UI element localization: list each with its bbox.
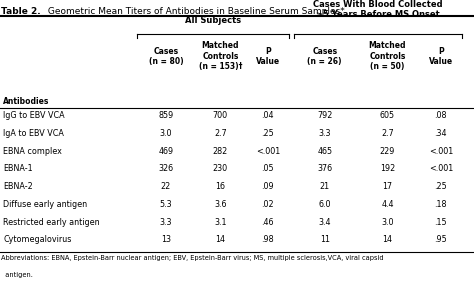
Text: .15: .15 [435,218,447,227]
Text: .34: .34 [435,129,447,138]
Text: .95: .95 [435,235,447,244]
Text: 14: 14 [215,235,226,244]
Text: <.001: <.001 [428,164,453,173]
Text: 17: 17 [383,182,392,191]
Text: IgG to EBV VCA: IgG to EBV VCA [3,111,65,120]
Text: 230: 230 [213,164,228,173]
Text: 700: 700 [213,111,228,120]
Text: .08: .08 [435,111,447,120]
Text: Cases With Blood Collected
≥5 Years Before MS Onset: Cases With Blood Collected ≥5 Years Befo… [313,0,443,19]
Text: Geometric Mean Titers of Antibodies in Baseline Serum Samples*: Geometric Mean Titers of Antibodies in B… [45,7,344,16]
Text: 3.0: 3.0 [381,218,394,227]
Text: 3.1: 3.1 [214,218,227,227]
Text: Cytomegalovirus: Cytomegalovirus [3,235,72,244]
Text: 21: 21 [319,182,330,191]
Text: 4.4: 4.4 [381,200,394,209]
Text: All Subjects: All Subjects [185,16,241,25]
Text: <.001: <.001 [428,147,453,156]
Text: 469: 469 [158,147,173,156]
Text: P
Value: P Value [256,47,280,66]
Text: 16: 16 [215,182,226,191]
Text: Matched
Controls
(n = 153)†: Matched Controls (n = 153)† [199,41,242,71]
Text: Restricted early antigen: Restricted early antigen [3,218,100,227]
Text: IgA to EBV VCA: IgA to EBV VCA [3,129,64,138]
Text: .25: .25 [262,129,274,138]
Text: .09: .09 [262,182,274,191]
Text: Table 2.: Table 2. [1,7,41,16]
Text: 22: 22 [161,182,171,191]
Text: P
Value: P Value [429,47,453,66]
Text: 192: 192 [380,164,395,173]
Text: .98: .98 [262,235,274,244]
Text: 229: 229 [380,147,395,156]
Text: 3.6: 3.6 [214,200,227,209]
Text: 2.7: 2.7 [214,129,227,138]
Text: 465: 465 [317,147,332,156]
Text: 3.3: 3.3 [319,129,331,138]
Text: 6.0: 6.0 [319,200,331,209]
Text: Cases
(n = 80): Cases (n = 80) [148,47,183,66]
Text: <.001: <.001 [255,147,280,156]
Text: Matched
Controls
(n = 50): Matched Controls (n = 50) [369,41,406,71]
Text: Cases
(n = 26): Cases (n = 26) [308,47,342,66]
Text: 2.7: 2.7 [381,129,394,138]
Text: EBNA complex: EBNA complex [3,147,62,156]
Text: .04: .04 [262,111,274,120]
Text: 14: 14 [383,235,392,244]
Text: Antibodies: Antibodies [3,97,50,106]
Text: 13: 13 [161,235,171,244]
Text: EBNA-2: EBNA-2 [3,182,33,191]
Text: Abbreviations: EBNA, Epstein-Barr nuclear antigen; EBV, Epstein-Barr virus; MS, : Abbreviations: EBNA, Epstein-Barr nuclea… [1,255,383,261]
Text: EBNA-1: EBNA-1 [3,164,33,173]
Text: 859: 859 [158,111,173,120]
Text: 11: 11 [319,235,330,244]
Text: .46: .46 [262,218,274,227]
Text: .05: .05 [262,164,274,173]
Text: 605: 605 [380,111,395,120]
Text: 792: 792 [317,111,332,120]
Text: antigen.: antigen. [1,272,33,277]
Text: 5.3: 5.3 [160,200,172,209]
Text: 376: 376 [317,164,332,173]
Text: .02: .02 [262,200,274,209]
Text: .18: .18 [435,200,447,209]
Text: .25: .25 [435,182,447,191]
Text: 3.4: 3.4 [319,218,331,227]
Text: 282: 282 [213,147,228,156]
Text: 3.3: 3.3 [160,218,172,227]
Text: Diffuse early antigen: Diffuse early antigen [3,200,87,209]
Text: 3.0: 3.0 [160,129,172,138]
Text: 326: 326 [158,164,173,173]
